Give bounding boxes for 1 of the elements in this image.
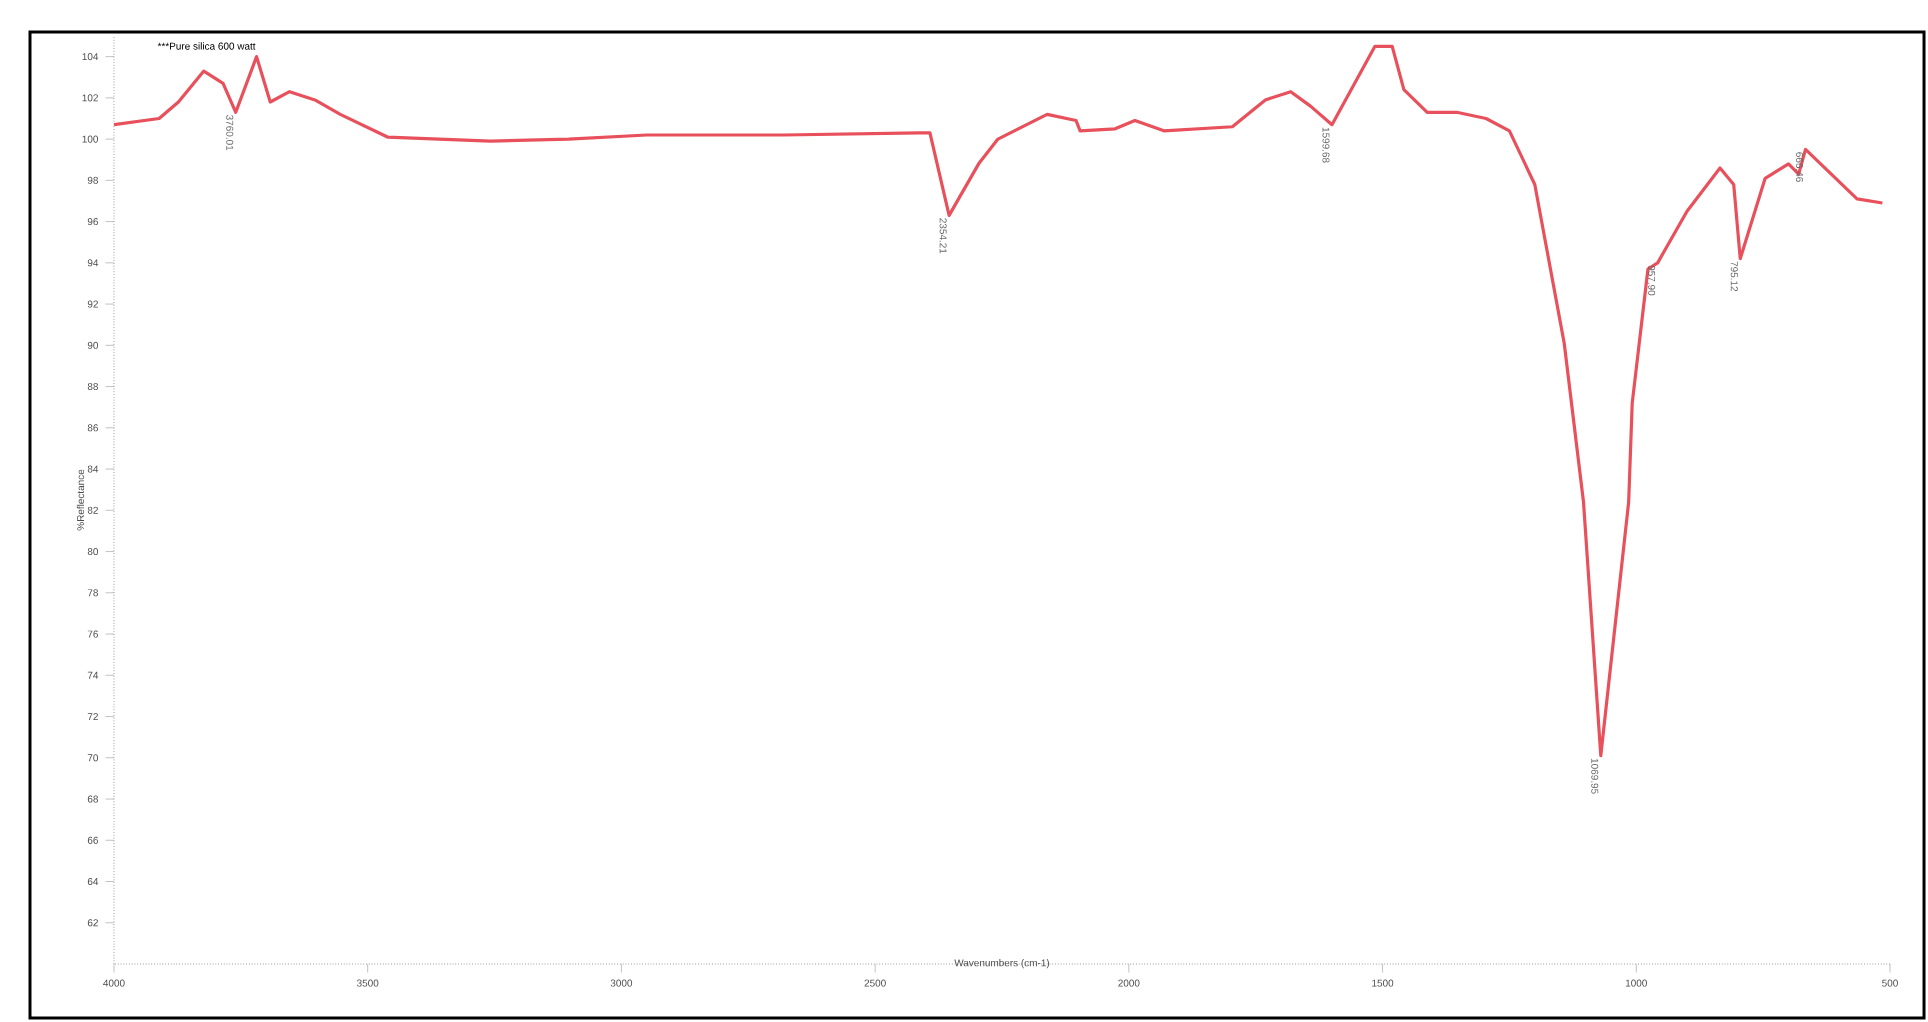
line-series <box>113 44 1884 758</box>
